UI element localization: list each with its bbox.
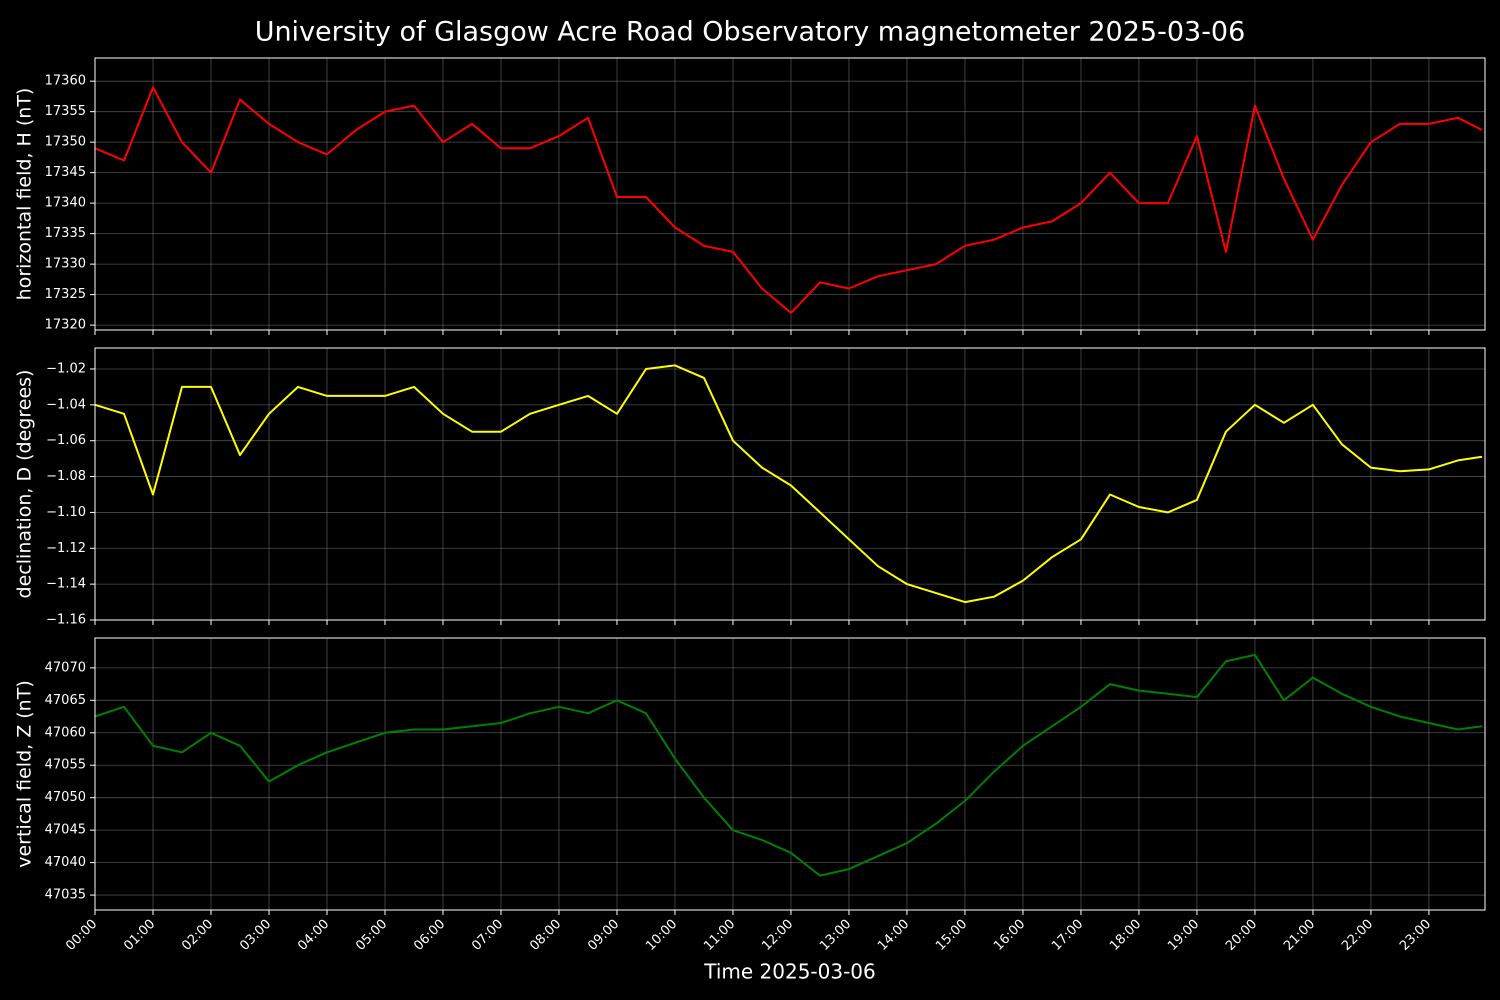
- x-tick-label: 13:00: [817, 917, 854, 954]
- x-tick-label: 12:00: [759, 917, 796, 954]
- x-tick-label: 05:00: [353, 917, 390, 954]
- y-tick-label: 17360: [45, 74, 86, 89]
- x-axis-label: Time 2025-03-06: [703, 960, 876, 984]
- y-tick-label: 17340: [45, 196, 86, 211]
- y-tick-label: 47045: [45, 823, 86, 838]
- y-tick-label: 17350: [45, 135, 86, 150]
- y-tick-label: −1.04: [46, 397, 86, 412]
- x-tick-label: 15:00: [933, 917, 970, 954]
- data-line: [94, 86, 1483, 314]
- x-tick-label: 22:00: [1339, 917, 1376, 954]
- x-tick-label: 09:00: [585, 917, 622, 954]
- y-axis-label: vertical field, Z (nT): [14, 680, 36, 868]
- y-tick-label: 47040: [45, 855, 86, 870]
- y-tick-label: 47050: [45, 790, 86, 805]
- y-tick-label: −1.08: [46, 469, 86, 484]
- plot-frame: [94, 57, 1486, 331]
- x-tick-label: 10:00: [643, 917, 680, 954]
- x-tick-label: 16:00: [991, 917, 1028, 954]
- y-tick-label: 17320: [45, 318, 86, 333]
- chart-title: University of Glasgow Acre Road Observat…: [255, 17, 1246, 48]
- y-tick-label: 47055: [45, 758, 86, 773]
- y-tick-label: −1.14: [46, 577, 86, 592]
- y-axis-label: horizontal field, H (nT): [14, 88, 36, 301]
- data-line: [94, 364, 1483, 604]
- x-tick-label: 02:00: [179, 917, 216, 954]
- x-tick-label: 01:00: [121, 917, 158, 954]
- x-tick-label: 11:00: [701, 917, 738, 954]
- y-tick-label: 17335: [45, 226, 86, 241]
- y-tick-label: 47070: [45, 660, 86, 675]
- x-tick-label: 18:00: [1107, 917, 1144, 954]
- x-tick-label: 07:00: [469, 917, 506, 954]
- plot-frame: [94, 347, 1486, 621]
- x-tick-label: 20:00: [1223, 917, 1260, 954]
- y-tick-label: −1.16: [46, 613, 86, 628]
- y-tick-label: 47060: [45, 725, 86, 740]
- y-tick-label: 47065: [45, 693, 86, 708]
- x-tick-label: 17:00: [1049, 917, 1086, 954]
- x-tick-label: 04:00: [295, 917, 332, 954]
- y-tick-label: −1.12: [46, 541, 86, 556]
- y-tick-label: 17325: [45, 287, 86, 302]
- x-tick-label: 03:00: [237, 917, 274, 954]
- y-tick-label: −1.06: [46, 433, 86, 448]
- x-tick-label: 19:00: [1165, 917, 1202, 954]
- x-tick-label: 00:00: [63, 917, 100, 954]
- y-tick-label: 17330: [45, 257, 86, 272]
- y-axis-label: declination, D (degrees): [14, 370, 36, 599]
- data-line: [94, 653, 1483, 877]
- y-tick-label: 17355: [45, 104, 86, 119]
- x-tick-label: 14:00: [875, 917, 912, 954]
- x-tick-label: 06:00: [411, 917, 448, 954]
- x-tick-label: 08:00: [527, 917, 564, 954]
- y-tick-label: −1.02: [46, 361, 86, 376]
- y-tick-label: 17345: [45, 165, 86, 180]
- x-tick-label: 21:00: [1281, 917, 1318, 954]
- y-tick-label: −1.10: [46, 505, 86, 520]
- plot-frame: [94, 637, 1486, 911]
- x-tick-label: 23:00: [1397, 917, 1434, 954]
- y-tick-label: 47035: [45, 888, 86, 903]
